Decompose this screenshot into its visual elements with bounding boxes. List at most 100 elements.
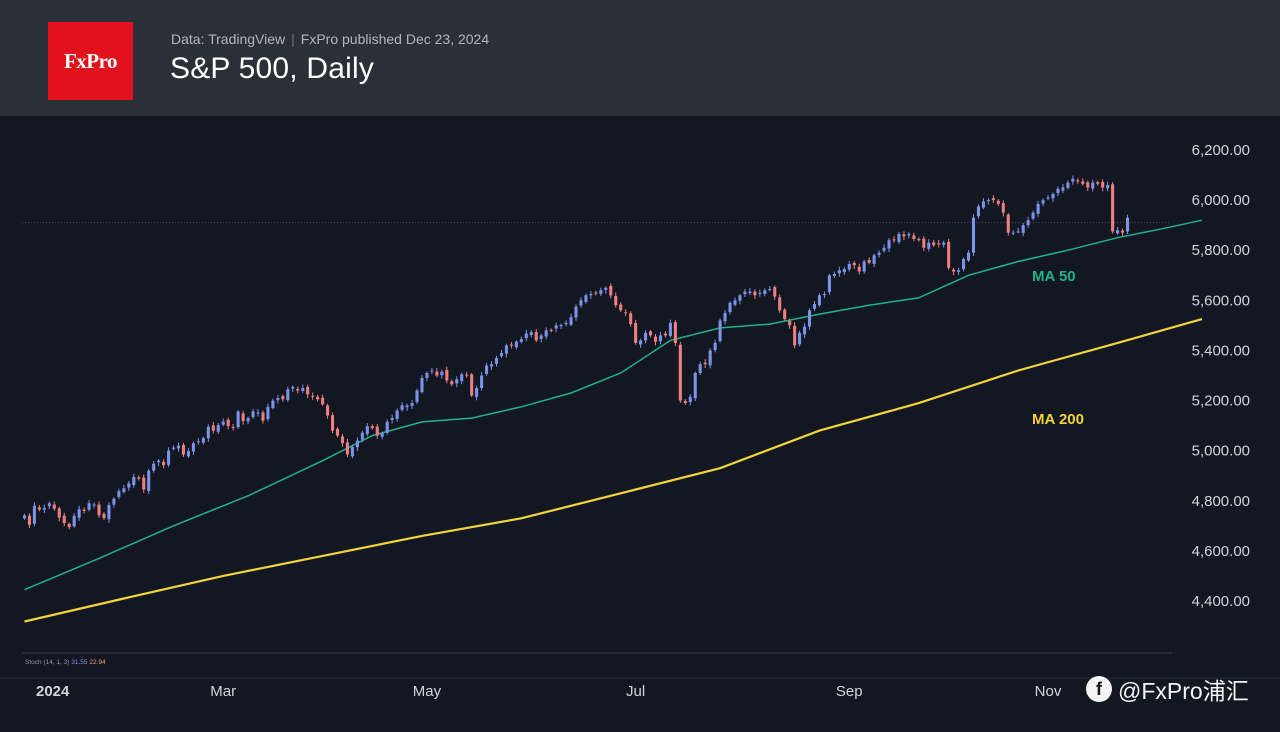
candle xyxy=(847,260,851,272)
candle-body xyxy=(286,389,290,401)
candle-body xyxy=(648,331,653,336)
candle xyxy=(1006,213,1010,236)
candle-body xyxy=(1051,193,1055,199)
candle xyxy=(206,424,210,442)
candle-body xyxy=(971,217,976,253)
candle-body xyxy=(673,322,677,343)
candlesticks xyxy=(22,175,1130,530)
candle-body xyxy=(321,397,325,405)
candle xyxy=(634,320,638,345)
candle xyxy=(748,288,752,296)
candle-body xyxy=(395,410,399,419)
candle-body xyxy=(549,330,553,332)
candle-body xyxy=(1091,182,1095,189)
candle-body xyxy=(335,428,340,436)
ma200-line xyxy=(24,318,1203,623)
candle-body xyxy=(72,515,76,527)
candle xyxy=(122,484,126,494)
x-tick-label: May xyxy=(413,683,442,700)
candle-body xyxy=(947,241,951,268)
candle xyxy=(529,329,533,338)
candle-body xyxy=(609,285,613,296)
candle-body xyxy=(345,442,349,455)
chart-title: S&P 500, Daily xyxy=(170,52,375,85)
candle-body xyxy=(817,295,822,306)
candle-body xyxy=(440,371,444,376)
candle-body xyxy=(887,240,891,249)
candle xyxy=(410,400,414,409)
candle xyxy=(142,474,146,494)
candle-body xyxy=(629,313,633,325)
candle xyxy=(157,459,161,466)
candle xyxy=(132,473,136,488)
candle xyxy=(499,349,504,359)
candle xyxy=(842,266,846,275)
candle-body xyxy=(788,321,792,326)
candle-body xyxy=(529,332,533,335)
candle xyxy=(644,330,648,344)
candle-body xyxy=(107,505,111,520)
candle-body xyxy=(922,238,926,248)
candle-body xyxy=(62,515,66,524)
candle-body xyxy=(683,400,687,404)
candle xyxy=(574,304,578,321)
y-tick-label: 5,600.00 xyxy=(1192,292,1250,309)
candle xyxy=(1121,228,1125,236)
candle-body xyxy=(981,201,985,208)
candle xyxy=(708,348,712,369)
candle xyxy=(1081,178,1085,186)
candle-body xyxy=(783,309,787,320)
chart-header: FxPro Data: TradingView | FxPro published … xyxy=(0,0,1280,116)
candle xyxy=(872,253,876,268)
candle xyxy=(425,371,429,382)
candle xyxy=(713,339,717,353)
candle-body xyxy=(326,405,330,416)
candle xyxy=(380,431,384,440)
candle xyxy=(778,294,782,313)
candle-body xyxy=(167,450,171,465)
candle-body xyxy=(703,362,707,365)
candle xyxy=(544,327,548,340)
candle-body xyxy=(867,259,871,263)
candle xyxy=(768,286,772,292)
candle-body xyxy=(653,336,658,342)
candle xyxy=(1041,198,1045,207)
candle xyxy=(594,290,598,296)
candle-body xyxy=(763,290,767,294)
candle xyxy=(1046,194,1050,201)
candle xyxy=(877,250,881,258)
candle-body xyxy=(604,287,608,290)
candle xyxy=(127,480,131,491)
candle xyxy=(619,302,623,312)
candle xyxy=(539,333,543,343)
candle xyxy=(480,371,484,391)
candle xyxy=(266,403,270,422)
candle-body xyxy=(862,261,866,272)
grid-layer xyxy=(0,222,1280,679)
candle-body xyxy=(1026,220,1030,226)
candle xyxy=(107,502,111,523)
candle xyxy=(897,231,901,245)
watermark: f @FxPro浦汇 xyxy=(1086,672,1249,706)
candle-body xyxy=(1071,178,1075,182)
candle-body xyxy=(152,463,156,471)
candle-body xyxy=(1021,225,1025,233)
candle-body xyxy=(435,371,439,376)
candle-body xyxy=(415,390,419,402)
candle xyxy=(639,338,643,348)
candle-body xyxy=(1041,200,1045,204)
candle-body xyxy=(405,405,409,408)
candle xyxy=(117,488,121,500)
candle-body xyxy=(465,374,469,376)
candle xyxy=(827,273,831,295)
candle xyxy=(763,288,767,297)
ma200-label: MA 200 xyxy=(1032,411,1084,428)
candle xyxy=(1056,186,1060,197)
candle xyxy=(589,291,593,299)
candle xyxy=(907,232,911,239)
candle xyxy=(475,385,479,401)
y-tick-label: 4,400.00 xyxy=(1192,593,1250,610)
x-tick-label: Sep xyxy=(836,683,863,700)
candle-body xyxy=(976,206,980,217)
candle xyxy=(326,403,330,419)
